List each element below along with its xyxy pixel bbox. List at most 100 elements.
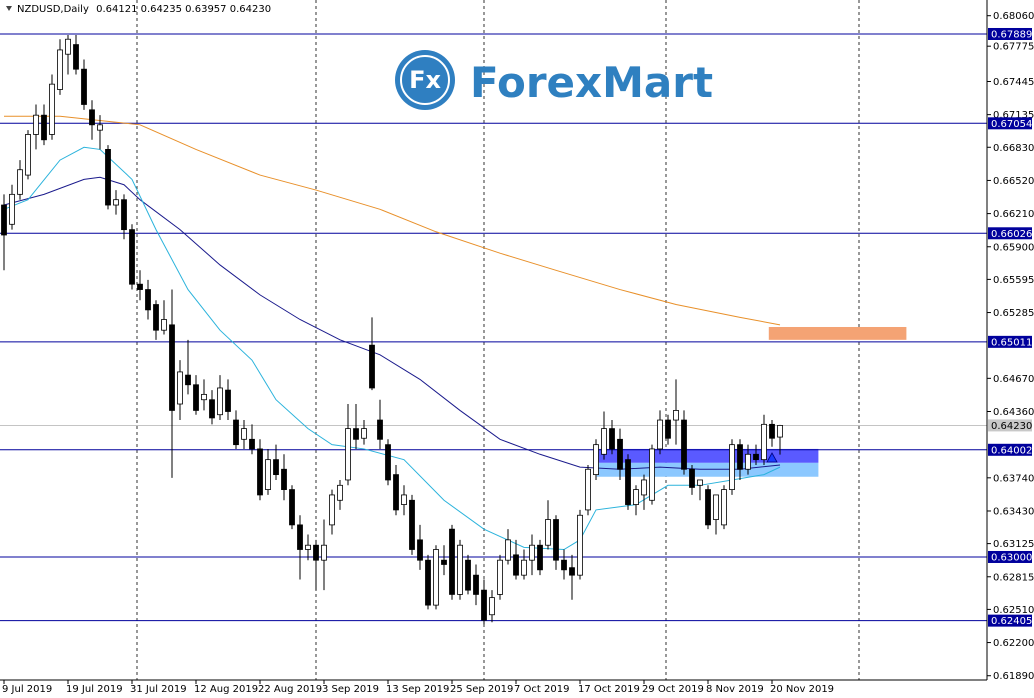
candle-body <box>257 448 263 496</box>
level-label: 0.63000 <box>991 552 1032 563</box>
level-label: 0.67054 <box>991 119 1032 130</box>
candle-body <box>681 419 687 470</box>
candle-body <box>721 489 727 526</box>
candle-body <box>529 544 535 561</box>
y-tick-label: 0.64360 <box>993 407 1034 418</box>
candle-body <box>777 425 783 438</box>
y-tick-label: 0.64670 <box>993 374 1034 385</box>
x-tick-label: 22 Aug 2019 <box>258 684 322 695</box>
candle-body <box>249 438 255 450</box>
candle-body <box>313 544 319 561</box>
moving-average <box>4 115 781 326</box>
candle-body <box>297 524 303 550</box>
candle-body <box>553 519 559 561</box>
candle-body <box>689 468 695 488</box>
y-tick-label: 0.67775 <box>993 42 1034 53</box>
candle-body <box>673 410 679 421</box>
candle-body <box>617 438 623 470</box>
candle-body <box>281 468 287 490</box>
candle-body <box>89 109 95 126</box>
level-label: 0.62405 <box>991 616 1032 627</box>
candle-body <box>241 428 247 440</box>
candle-body <box>121 199 127 231</box>
candle-body <box>25 134 31 176</box>
zone <box>768 326 907 340</box>
level-label-bg <box>988 117 1032 130</box>
candle-body <box>505 539 511 561</box>
candle-body <box>177 371 183 405</box>
y-tick-label: 0.67445 <box>993 77 1034 88</box>
x-tick-label: 9 Jul 2019 <box>2 684 52 695</box>
candle-body <box>193 384 199 411</box>
x-tick-label: 31 Jul 2019 <box>130 684 187 695</box>
candle-body <box>265 459 271 490</box>
candle-body <box>433 549 439 606</box>
candle-body <box>377 419 383 440</box>
x-tick-label: 19 Jul 2019 <box>66 684 123 695</box>
candle-body <box>497 559 503 595</box>
candle-body <box>465 559 471 591</box>
signal-arrow <box>766 452 778 463</box>
candle-body <box>137 283 143 290</box>
price-label-bg <box>988 419 1032 432</box>
x-tick-label: 20 Nov 2019 <box>770 684 834 695</box>
level-label-bg <box>988 614 1032 627</box>
level-label-bg <box>988 27 1032 40</box>
header-icon <box>6 6 12 11</box>
candle-body <box>745 453 751 470</box>
candle-body <box>641 479 647 496</box>
candle-body <box>1 204 7 236</box>
logo: Fx ForexMart <box>395 50 713 110</box>
y-tick-label: 0.68060 <box>993 11 1034 22</box>
candle-body <box>713 494 719 520</box>
level-label-bg <box>988 443 1032 456</box>
candle-body <box>697 479 703 486</box>
price-label: 0.64230 <box>991 421 1032 432</box>
candle-body <box>385 444 391 481</box>
x-tick-label: 3 Sep 2019 <box>322 684 379 695</box>
x-tick-label: 17 Oct 2019 <box>578 684 640 695</box>
ohlc-low: 0.63957 <box>185 4 226 15</box>
candle-body <box>345 428 351 481</box>
candle-body <box>593 444 599 476</box>
candle-body <box>161 319 167 331</box>
candle-body <box>449 528 455 595</box>
candle-body <box>425 559 431 606</box>
candle-body <box>753 453 759 461</box>
y-tick-label: 0.65595 <box>993 275 1034 286</box>
candle-body <box>33 114 39 135</box>
logo-name: ForexMart <box>470 58 713 107</box>
candle-body <box>329 494 335 526</box>
candle-body <box>305 544 311 550</box>
candle-body <box>761 423 767 461</box>
candle-body <box>105 149 111 206</box>
y-tick-label: 0.62815 <box>993 572 1034 583</box>
x-tick-label: 8 Nov 2019 <box>706 684 764 695</box>
candle-body <box>585 468 591 511</box>
candle-body <box>601 428 607 455</box>
candle-body <box>473 574 479 595</box>
logo-ring <box>400 55 450 105</box>
candle-body <box>489 597 495 616</box>
candle-body <box>729 444 735 490</box>
logo-badge <box>395 50 455 110</box>
y-tick-label: 0.67135 <box>993 110 1034 121</box>
y-tick-label: 0.62200 <box>993 638 1034 649</box>
x-tick-label: 13 Sep 2019 <box>386 684 449 695</box>
candle-body <box>657 419 663 450</box>
candle-body <box>17 169 23 195</box>
level-label: 0.66026 <box>991 229 1032 240</box>
candle-body <box>705 489 711 526</box>
candle-body <box>393 474 399 511</box>
x-tick-label: 25 Sep 2019 <box>450 684 513 695</box>
candle-body <box>361 428 367 439</box>
chart-header: NZDUSD,Daily 0.64121 0.64235 0.63957 0.6… <box>17 4 271 15</box>
level-label: 0.65011 <box>991 337 1032 348</box>
candle-body <box>65 38 71 55</box>
level-label-bg <box>988 227 1032 240</box>
candle-body <box>185 374 191 386</box>
candle-body <box>113 199 119 206</box>
candle-body <box>225 389 231 412</box>
candle-body <box>41 114 47 141</box>
